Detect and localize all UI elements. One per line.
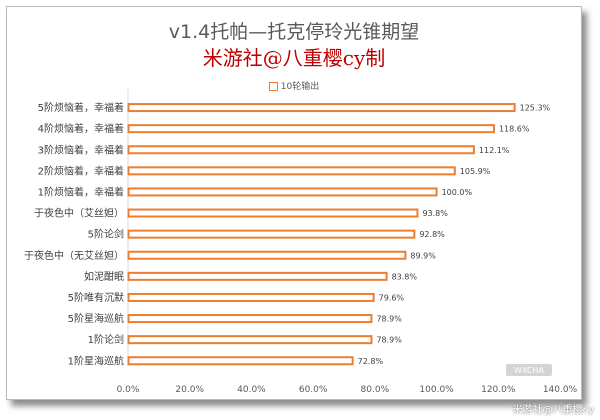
legend-swatch [268,82,278,91]
bar [127,208,419,218]
data-label: 105.9% [460,167,491,176]
category-label: 5阶论剑 [88,228,124,241]
data-label: 79.6% [379,293,405,302]
data-label: 92.8% [419,230,445,239]
category-label: 1阶烦恼着，幸福着 [38,185,124,198]
bar [127,103,516,113]
bar [127,145,475,155]
category-label: 4阶烦恼着，幸福着 [38,122,124,135]
watermark-brand-text: WXCHA [514,366,544,375]
bar [127,229,416,239]
category-label: 如泥酣眠 [84,270,124,283]
data-label: 89.9% [410,251,436,260]
category-label: 5阶唯有沉默 [68,291,124,304]
category-label: 5阶星海巡航 [68,312,124,325]
data-label: 72.8% [358,357,384,366]
bar [127,166,456,176]
x-tick-label: 0.0% [117,385,140,395]
data-label: 118.6% [499,125,530,134]
chart-subtitle: 米游社@八重樱cy制 [202,46,386,70]
bar [127,187,438,197]
bar [127,314,373,324]
watermark-caption: 米游社@八重樱cy [512,405,594,416]
x-tick-label: 140.0% [543,385,578,395]
x-tick-label: 40.0% [237,385,266,395]
x-tick-label: 20.0% [175,385,204,395]
category-label: 5阶烦恼着，幸福着 [38,101,124,114]
x-tick-label: 120.0% [481,385,516,395]
category-label: 3阶烦恼着，幸福着 [38,143,124,156]
category-label: 2阶烦恼着，幸福着 [38,164,124,177]
data-label: 125.3% [520,104,551,113]
bar [127,292,375,302]
bar [127,250,407,260]
legend-label: 10轮输出 [280,82,320,92]
category-label: 1阶论剑 [88,333,124,346]
category-label: 于夜色中（艾丝妲） [34,207,124,220]
data-label: 83.8% [392,272,418,281]
x-tick-label: 100.0% [419,385,454,395]
category-label: 1阶星海巡航 [68,354,124,367]
bar [127,356,354,366]
data-label: 112.1% [479,146,510,155]
data-label: 78.9% [376,336,402,345]
legend: 10轮输出 [7,79,581,92]
bar [127,124,495,134]
category-label: 于夜色中（无艾丝妲） [24,249,124,262]
data-label: 100.0% [442,188,473,197]
watermark-badge [506,364,552,376]
chart-title: v1.4托帕—托克停玲光锥期望 [168,21,420,43]
x-tick-label: 80.0% [361,385,390,395]
x-tick-label: 60.0% [299,385,328,395]
bar [127,271,388,281]
data-label: 78.9% [376,315,402,324]
data-label: 93.8% [422,209,448,218]
chart-frame: v1.4托帕—托克停玲光锥期望 米游社@八重樱cy制 10轮输出 [6,6,582,400]
bar [127,335,373,345]
